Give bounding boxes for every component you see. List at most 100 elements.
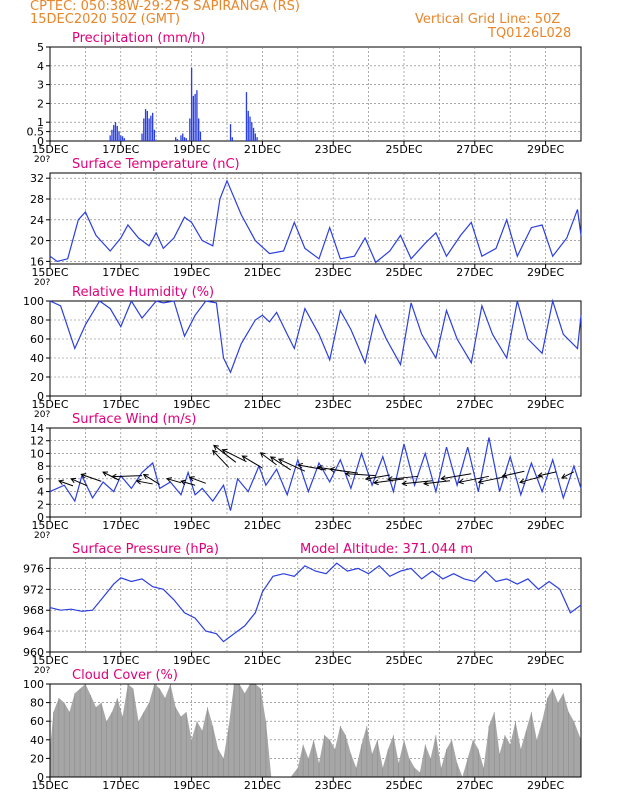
x-tick-label: 27DEC <box>456 779 493 792</box>
precipitation-bar <box>141 133 143 141</box>
x-tick-label: 17DEC <box>102 266 139 279</box>
wind-arrow-head <box>560 473 567 479</box>
series-point <box>81 610 83 612</box>
series-point <box>318 258 320 260</box>
series-point <box>318 333 320 335</box>
y-tick-label: 5 <box>37 41 44 54</box>
wind-arrow <box>221 449 247 463</box>
wind-arrow-head <box>80 473 87 479</box>
series-point <box>364 237 366 239</box>
series-point <box>424 452 426 454</box>
wind-arrow-head <box>457 478 464 485</box>
series-point <box>173 300 175 302</box>
wind-arrow-shaft <box>345 473 376 477</box>
series-point <box>127 224 129 226</box>
series-point <box>109 250 111 252</box>
series-point <box>194 494 196 496</box>
series-point <box>435 357 437 359</box>
precipitation-bar <box>113 125 115 141</box>
series-point <box>233 633 235 635</box>
series-point <box>551 255 553 257</box>
wind-arrow-head <box>401 480 408 487</box>
y-tick-label: 80 <box>30 697 44 710</box>
series-point <box>413 484 415 486</box>
wind-arrow <box>387 475 419 482</box>
panel-5: 960 964 968 972 976 15DEC 17DEC 19DEC 21DEC 23DEC… <box>23 542 582 676</box>
series-point <box>102 596 104 598</box>
x-tick-label: 15DEC <box>31 779 68 792</box>
series-point <box>374 314 376 316</box>
series-point <box>120 325 122 327</box>
y-tick-label: 1 <box>37 116 44 129</box>
series-point <box>141 471 143 473</box>
series-point <box>410 567 412 569</box>
wind-arrow-shaft <box>189 476 206 484</box>
wind-arrow-shaft <box>270 456 291 471</box>
precipitation-bar <box>118 131 120 141</box>
y-tick-label: 0 <box>37 771 44 784</box>
precipitation-bar <box>192 95 195 141</box>
series-point <box>247 490 249 492</box>
series-point <box>389 250 391 252</box>
series-point <box>520 494 522 496</box>
x-tick-label: 25DEC <box>385 143 422 156</box>
series-point <box>495 247 497 249</box>
series-point <box>219 198 221 200</box>
series-point <box>505 578 507 580</box>
series-point <box>307 490 309 492</box>
precipitation-bar <box>146 110 149 141</box>
series-point <box>77 219 79 221</box>
wind-arrow <box>80 473 102 482</box>
series-point <box>488 436 490 438</box>
wind-arrow-head <box>212 449 218 456</box>
series-point <box>421 333 423 335</box>
wind-arrow-head <box>519 478 526 484</box>
series-point <box>367 572 369 574</box>
x-year-label-clipped: 20? <box>34 278 50 288</box>
wind-arrow <box>477 475 507 485</box>
series-point <box>84 324 86 326</box>
y-tick-label: 12 <box>30 435 44 448</box>
series-point <box>516 583 518 585</box>
panel-6: 0 20 40 60 80 100 15DEC 17DEC 19DEC 21DEC 23DEC 25D… <box>23 668 582 792</box>
series-point <box>293 575 295 577</box>
x-tick-label: 29DEC <box>527 654 564 667</box>
series-point <box>491 333 493 335</box>
x-tick-label: 17DEC <box>102 654 139 667</box>
wind-arrow-shaft <box>423 480 451 485</box>
wind-arrow-shaft <box>70 478 88 487</box>
wind-arrow-shaft <box>329 468 359 474</box>
x-tick-label: 19DEC <box>173 398 210 411</box>
x-tick-label: 25DEC <box>385 266 422 279</box>
panel-title: Surface Pressure (hPa) <box>72 542 219 557</box>
wind-arrow-head <box>58 479 65 485</box>
series-point <box>304 247 306 249</box>
series-point <box>215 633 217 635</box>
series-point <box>442 578 444 580</box>
series-point <box>268 252 270 254</box>
wind-arrow <box>560 471 575 479</box>
series-point <box>495 580 497 582</box>
series-point <box>392 490 394 492</box>
series-point <box>236 478 238 480</box>
wind-arrow-head <box>364 475 371 482</box>
wind-arrow-shaft <box>212 450 230 468</box>
header-model-id: TQ0126L028 <box>488 26 572 41</box>
precipitation-bar <box>245 92 248 141</box>
wind-arrow-head <box>297 462 304 469</box>
wind-arrow <box>344 471 376 477</box>
series-point <box>505 357 507 359</box>
y-tick-label: 4 <box>37 60 44 73</box>
series-point <box>530 462 532 464</box>
wind-arrow-head <box>269 456 276 462</box>
series-point <box>580 487 582 489</box>
y-tick-label: 40 <box>30 352 44 365</box>
series-point <box>445 255 447 257</box>
wind-arrow-shaft <box>260 452 277 466</box>
precipitation-bar <box>231 137 233 141</box>
series-point <box>222 640 224 642</box>
y-tick-label: 0.5 <box>27 126 45 139</box>
series-point <box>56 260 58 262</box>
precipitation-bar <box>189 118 191 141</box>
